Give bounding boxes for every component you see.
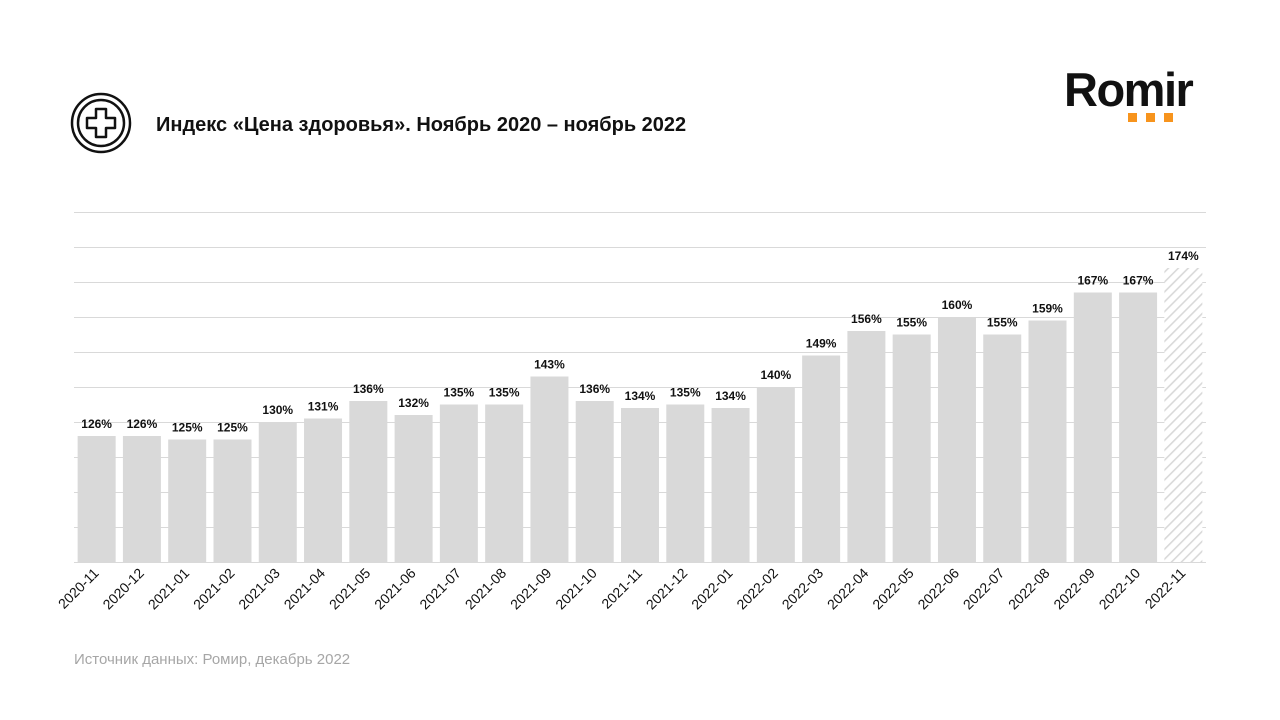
bar-value-label: 130% (262, 403, 293, 417)
logo-dot (1146, 113, 1155, 122)
bar (802, 355, 841, 562)
bar (666, 404, 705, 562)
logo-text: Romir (1064, 63, 1194, 116)
bar-value-label: 160% (942, 298, 973, 312)
x-tick-label: 2021-04 (281, 565, 329, 613)
bar (168, 439, 207, 562)
bar-value-label: 135% (670, 386, 701, 400)
x-tick-label: 2021-11 (598, 565, 645, 612)
bar (621, 408, 659, 562)
bar (756, 387, 795, 562)
bar-value-label: 174% (1168, 249, 1199, 263)
data-source-note: Источник данных: Ромир, декабрь 2022 (74, 651, 351, 668)
bar-value-label: 167% (1077, 274, 1108, 288)
x-tick-label: 2021-06 (371, 565, 419, 613)
x-tick-label: 2021-08 (462, 565, 510, 613)
bar-value-label: 126% (127, 417, 158, 431)
bar (258, 422, 297, 562)
x-tick-label: 2022-04 (824, 565, 872, 613)
bar (711, 408, 750, 562)
bar (485, 404, 524, 562)
x-tick-label: 2021-12 (643, 565, 691, 613)
x-tick-label: 2022-07 (960, 565, 1008, 613)
logo-dots (1128, 113, 1173, 122)
bar-value-label: 135% (489, 386, 520, 400)
x-tick-label: 2021-02 (190, 565, 238, 613)
bar (304, 418, 343, 562)
bar (1073, 292, 1112, 562)
bar (77, 436, 116, 562)
x-tick-label: 2020-11 (55, 565, 102, 612)
x-tick-label: 2022-08 (1005, 565, 1053, 613)
x-tick-label: 2022-10 (1096, 565, 1144, 613)
bar (394, 415, 433, 562)
x-tick-label: 2022-06 (914, 565, 962, 613)
x-tick-label: 2021-01 (145, 565, 193, 613)
bar-value-label: 155% (987, 316, 1018, 330)
bar-value-label: 155% (896, 316, 927, 330)
bar-value-label: 135% (444, 386, 475, 400)
bar (847, 331, 886, 562)
bar-value-label: 132% (398, 396, 429, 410)
bar-value-label: 149% (806, 337, 837, 351)
bar-value-label: 156% (851, 312, 882, 326)
bar-value-label: 126% (81, 417, 112, 431)
bar (1028, 320, 1067, 562)
bar (1119, 292, 1158, 562)
bar-value-label: 134% (625, 389, 656, 403)
x-tick-label: 2021-03 (235, 565, 283, 613)
bar-value-label: 125% (217, 421, 248, 435)
bar (937, 317, 976, 562)
x-tick-label: 2021-05 (326, 565, 374, 613)
x-tick-label: 2022-05 (869, 565, 917, 613)
bar (439, 404, 478, 562)
chart-title: Индекс «Цена здоровья». Ноябрь 2020 – но… (156, 114, 687, 136)
medical-cross-icon (70, 92, 132, 154)
bar-value-label: 136% (353, 382, 384, 396)
bar-value-label: 125% (172, 421, 203, 435)
bar (122, 436, 161, 562)
bar (530, 376, 569, 562)
bar-value-label: 140% (760, 368, 791, 382)
bar-value-label: 134% (715, 389, 746, 403)
bar-value-label: 136% (579, 382, 610, 396)
logo-dot (1128, 113, 1137, 122)
x-tick-label: 2022-03 (779, 565, 827, 613)
bar (983, 334, 1022, 562)
bar (213, 439, 252, 562)
bar (575, 401, 614, 562)
bar-current-month (1164, 268, 1203, 562)
x-tick-label: 2021-09 (507, 565, 555, 613)
x-tick-label: 2022-01 (688, 565, 736, 613)
x-tick-label: 2020-12 (99, 565, 147, 613)
logo-dot (1164, 113, 1173, 122)
bar-value-label: 159% (1032, 302, 1063, 316)
bar-value-label: 167% (1123, 274, 1154, 288)
x-tick-label: 2021-10 (552, 565, 600, 613)
bar-value-label: 143% (534, 358, 565, 372)
bar (892, 334, 931, 562)
x-tick-label: 2021-07 (416, 565, 464, 613)
romir-logo: Romir (1064, 66, 1214, 126)
x-tick-label: 2022-09 (1050, 565, 1098, 613)
bar (349, 401, 388, 562)
x-tick-label: 2022-11 (1142, 565, 1189, 612)
bar-value-label: 131% (308, 400, 339, 414)
x-tick-label: 2022-02 (733, 565, 781, 613)
